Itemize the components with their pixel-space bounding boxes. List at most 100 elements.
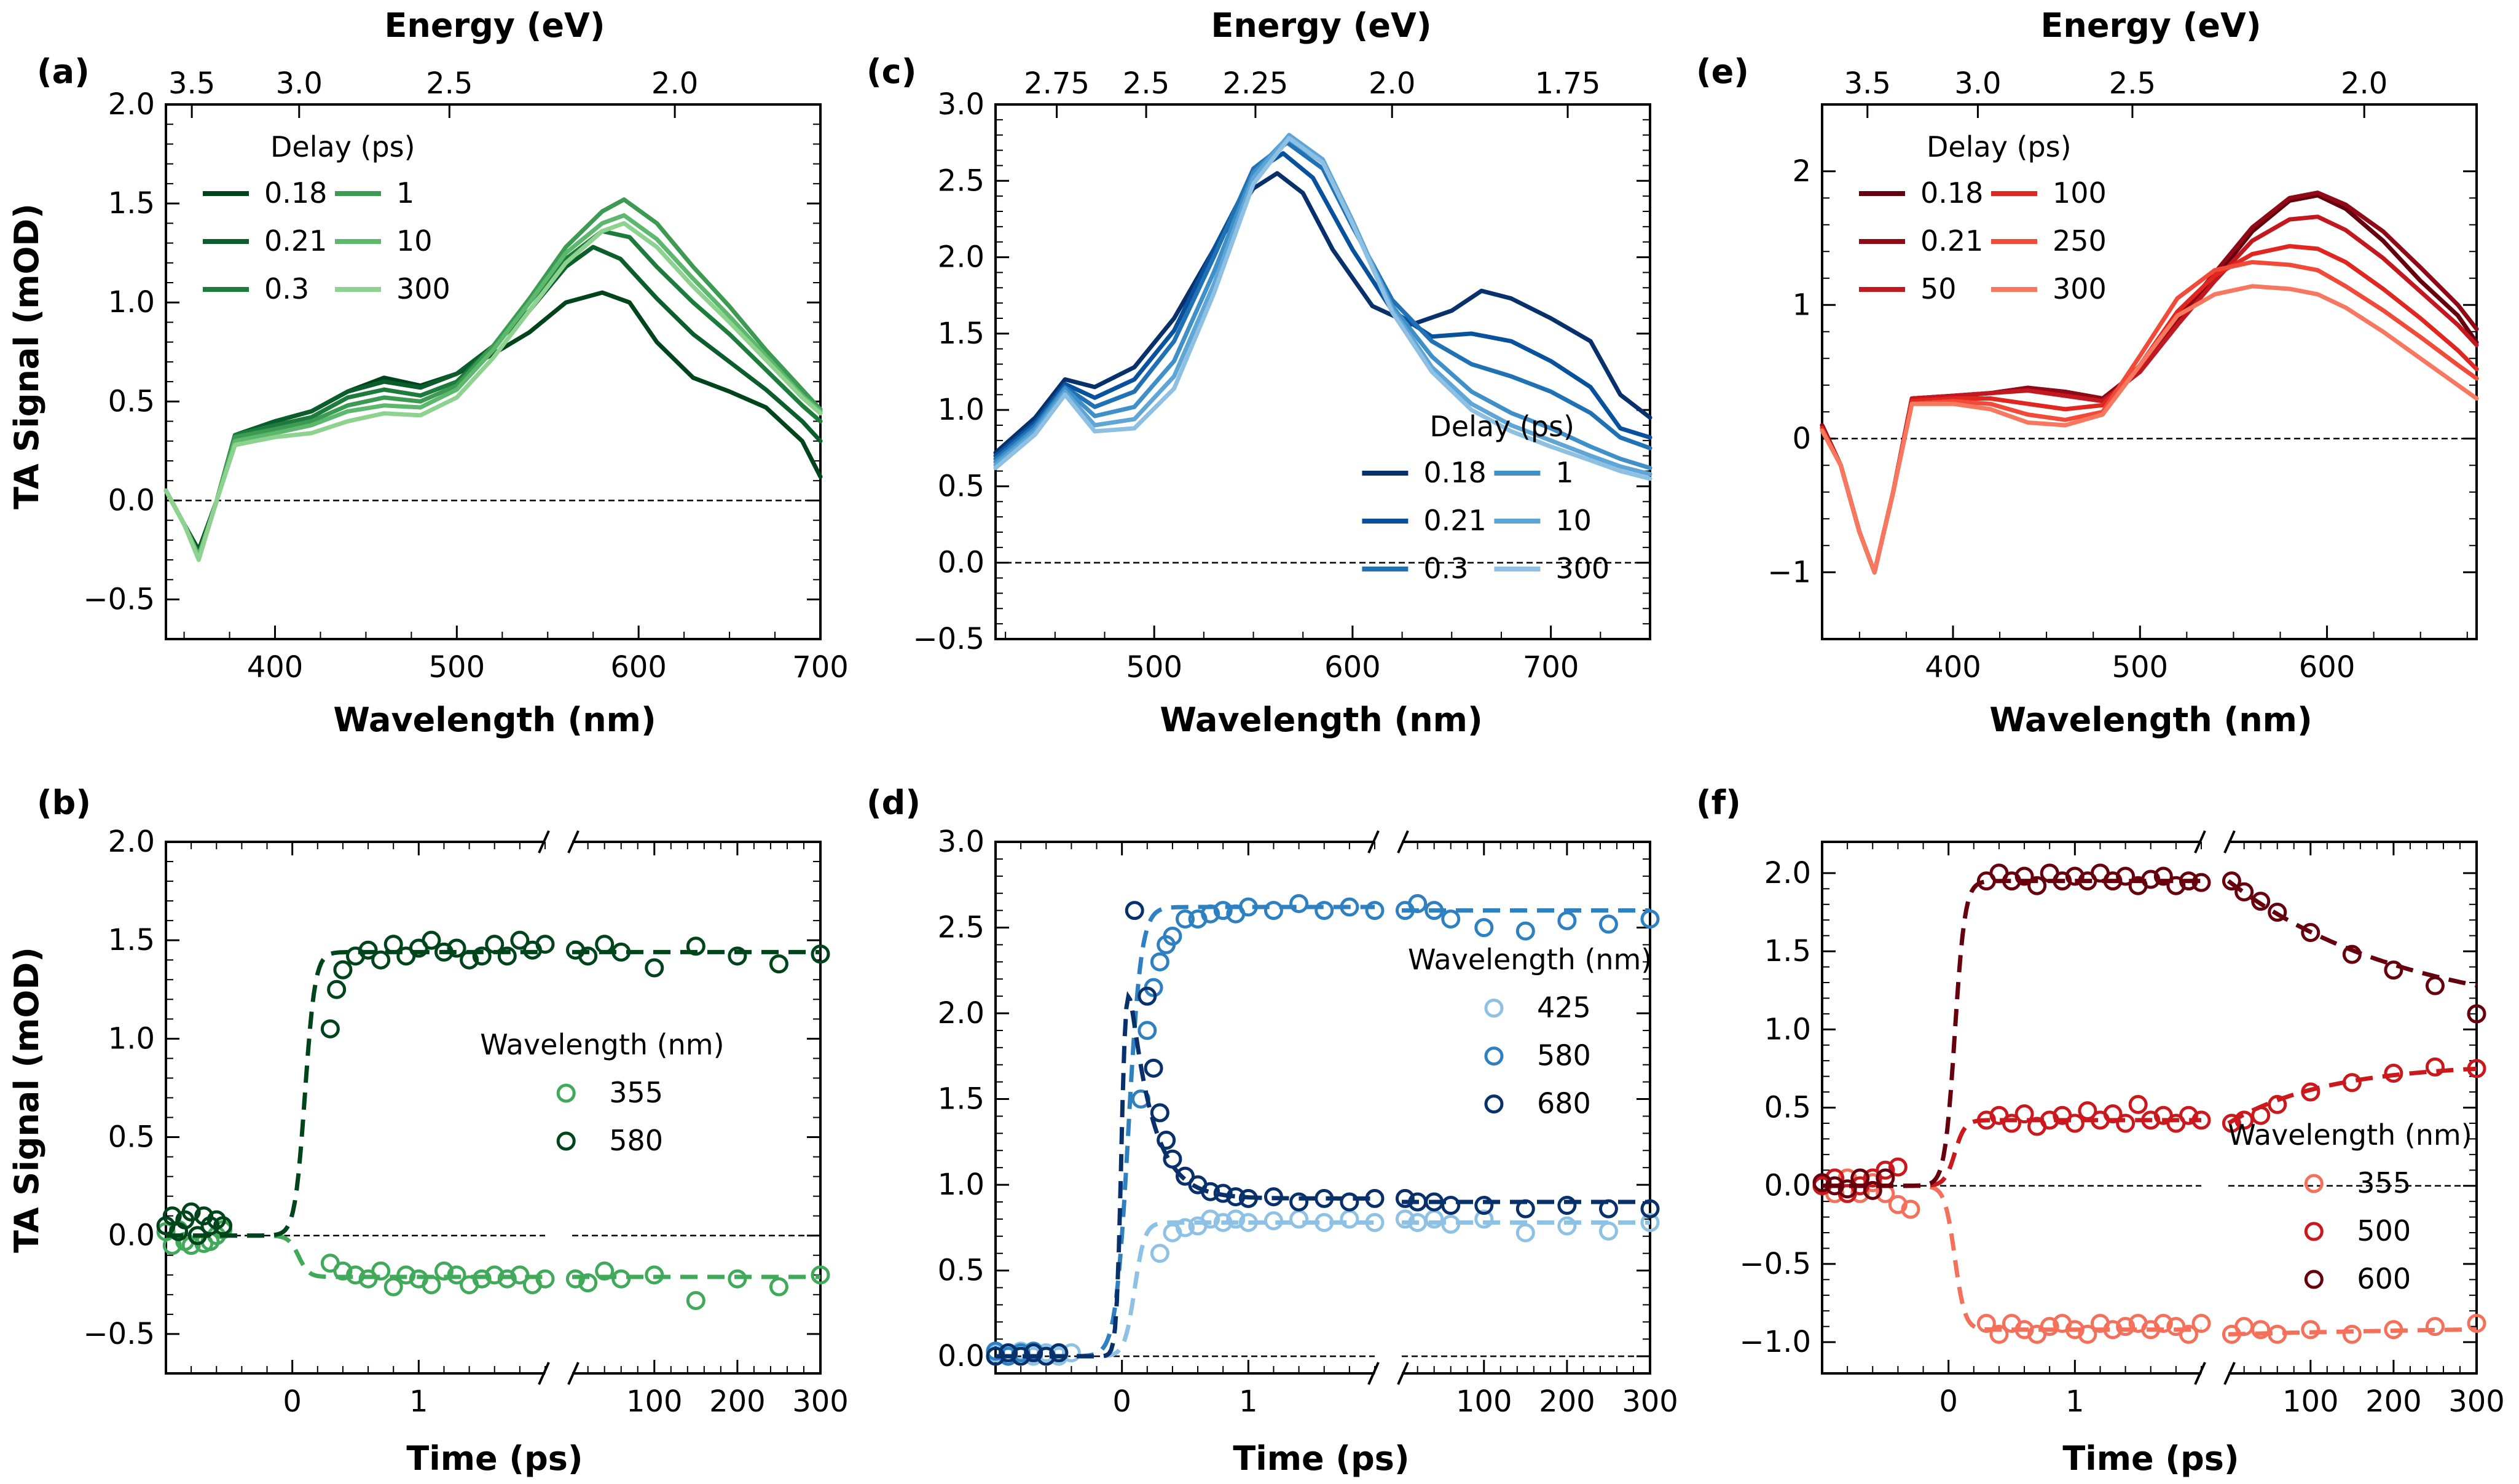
data-point-680 [1163,1149,1182,1169]
data-point-425 [1289,1209,1309,1229]
data-point-600 [2222,871,2241,891]
legend-title: Wavelength (nm) [480,1028,724,1061]
legend: Wavelength (nm) 355 500 600 [2228,1118,2472,1295]
data-point-500 [2103,1104,2123,1124]
panel-label-e: (e) [1696,52,1749,91]
legend: Delay (ps) 0.18 0.21 50 100 250 300 [1859,130,2107,305]
data-point-425 [1176,1218,1195,1238]
y-tick-label: 0.0 [108,1219,155,1253]
data-point-500 [2002,1113,2021,1133]
panel-label-b: (b) [37,783,91,822]
data-point-580 [1365,901,1385,921]
data-point-500 [2222,1113,2241,1133]
legend-label: 100 [2053,176,2107,210]
data-point-600 [2153,866,2173,886]
y-tick-label: 1.0 [1764,1012,1811,1046]
data-point-355 [686,1290,705,1310]
legend: Delay (ps) 0.18 0.21 0.3 1 10 300 [203,130,450,305]
y-tick-label: 1.0 [108,285,155,320]
data-point-600 [2467,1004,2486,1024]
data-point-680 [1315,1188,1334,1208]
data-point-580 [728,946,747,966]
y-tick-label: 0.5 [938,1254,984,1288]
y-tick-label: −1.0 [1739,1325,1811,1359]
data-point-600 [2342,944,2362,964]
data-point-580 [1213,901,1233,921]
data-point-355 [2116,1317,2136,1337]
data-point-580 [358,940,378,960]
legend-label: 355 [2357,1166,2411,1199]
data-point-680 [1263,1187,1283,1207]
axis-break-mark [2223,830,2236,854]
y-tick-label: 3.0 [938,825,984,859]
data-point-680 [1557,1196,1577,1215]
data-point-425 [1441,1214,1461,1234]
data-point-500 [2014,1104,2034,1124]
series-line-0.3 [993,140,1652,461]
data-point-600 [2179,871,2198,891]
y-tick-label: 2.0 [938,240,984,275]
data-point-680 [1515,1199,1535,1219]
data-point-580 [769,954,788,974]
energy-tick-label: 2.5 [1123,66,1169,101]
x-tick-label: 100 [2282,1384,2339,1419]
fit-line-left-680 [996,991,1375,1359]
data-point-425 [1238,1212,1258,1232]
data-point-355 [333,1261,353,1281]
energy-axis-label-c: Energy (eV) [1211,6,1431,45]
data-point-355 [2078,1324,2097,1344]
xlabel-e: Wavelength (nm) [1989,701,2312,739]
data-point-500 [1876,1160,1895,1180]
x-tick-label: 600 [610,650,667,685]
data-point-580 [1176,909,1195,929]
legend-label: 0.3 [1423,552,1468,585]
y-tick-label: 0.0 [1764,1169,1811,1203]
legend: Wavelength (nm) 425 580 680 [1408,943,1652,1120]
y-tick-label: 0.0 [938,546,984,580]
legend-title: Delay (ps) [270,130,415,163]
data-point-500 [2251,1105,2271,1125]
legend-swatch [2304,1270,2324,1289]
data-point-355 [2103,1320,2123,1340]
data-point-600 [1837,1179,1857,1199]
data-point-355 [811,1265,830,1285]
y-tick-label: 0.5 [1764,1091,1811,1125]
data-point-680 [1395,1188,1415,1208]
data-point-680 [1024,1343,1043,1363]
data-point-355 [2342,1324,2362,1344]
data-point-500 [2128,1094,2148,1114]
data-point-580 [460,950,479,970]
legend: Wavelength (nm) 355 580 [480,1028,724,1157]
data-point-680 [1144,1058,1163,1078]
xlabel-f: Time (ps) [2062,1439,2239,1478]
y-tick-label: 2.0 [108,87,155,122]
x-tick-label: 0 [283,1384,302,1419]
data-point-355 [2425,1317,2445,1337]
data-point-580 [333,960,353,980]
legend-label: 300 [396,272,450,305]
data-point-580 [320,1019,340,1038]
data-point-355 [2191,1314,2211,1333]
data-point-500 [2065,1113,2085,1133]
energy-tick-label: 2.25 [1222,66,1288,101]
data-point-355 [383,1277,403,1297]
data-point-355 [728,1269,747,1289]
data-point-355 [371,1261,391,1281]
data-point-580 [1598,914,1618,934]
energy-tick-label: 2.0 [2341,66,2387,101]
series-line-250 [1820,260,2479,575]
data-point-425 [1365,1212,1385,1232]
legend: Delay (ps) 0.18 0.21 0.3 1 10 300 [1362,410,1609,585]
data-point-355 [497,1269,517,1289]
series-line-300 [163,221,823,562]
data-point-355 [611,1269,631,1289]
data-point-580 [1263,901,1283,921]
y-tick-label: 2 [1792,154,1811,189]
legend-title: Wavelength (nm) [1408,943,1652,976]
data-point-580 [383,935,403,954]
legend-label: 10 [1555,504,1592,537]
data-point-500 [2301,1082,2321,1102]
kinetics-panel-b: −0.5 0.0 0.5 1.0 1.5 2.0 0 1 100 200 300 Wavelength… [83,825,848,1419]
x-tick-label: 200 [709,1384,766,1419]
data-point-425 [1640,1212,1660,1232]
